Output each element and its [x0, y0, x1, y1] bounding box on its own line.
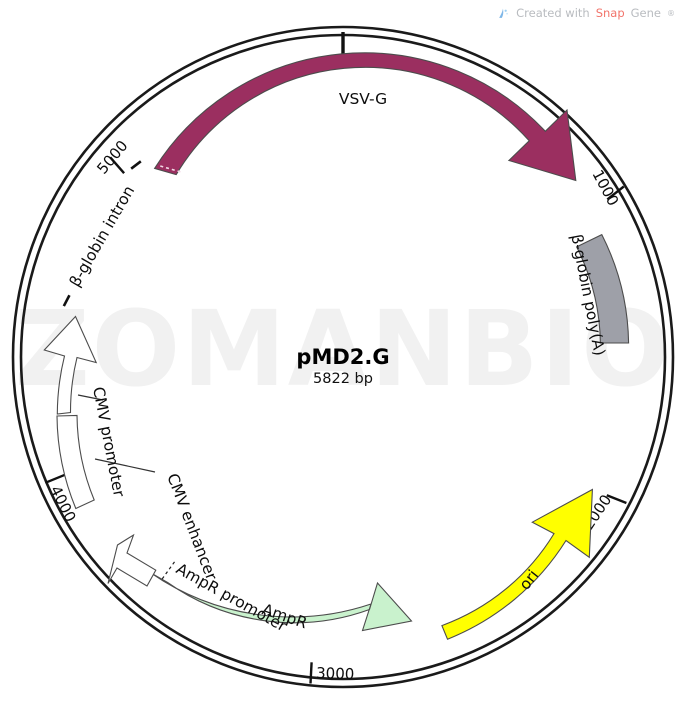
cmv-enhancer-leader-line — [94, 458, 156, 473]
feature-vsv-g[interactable]: VSV-G — [153, 52, 577, 182]
watermark-gene: Gene — [630, 6, 661, 20]
plasmid-name: pMD2.G — [296, 345, 389, 369]
plasmid-size: 5822 bp — [313, 371, 373, 387]
ampr-start-marker — [161, 560, 176, 580]
plasmid-center-labels: pMD2.G 5822 bp — [296, 345, 389, 387]
watermark-prefix: Created with — [516, 6, 590, 20]
ruler-tick-label: 5000 — [93, 137, 131, 178]
beta-globin-intron-start-tick — [62, 294, 71, 307]
beta-globin-intron-end-tick — [130, 160, 142, 170]
feature-ori[interactable]: ori — [441, 488, 593, 640]
ruler-tick-label: 3000 — [316, 664, 355, 683]
feature-beta-globin-intron[interactable]: β-globin intron — [62, 160, 142, 307]
snapgene-watermark: Created with Snap Gene ® — [497, 6, 675, 20]
ruler-tick-5000: 5000 — [93, 137, 131, 178]
snapgene-logo-icon — [497, 7, 510, 20]
cmv-promoter-leader-line — [77, 394, 104, 401]
feature-label-vsv-g: VSV-G — [339, 90, 387, 108]
feature-label-beta-globin-intron: β-globin intron — [66, 183, 138, 290]
watermark-snap: Snap — [595, 6, 625, 20]
ruler-tick-3000: 3000 — [309, 662, 355, 684]
watermark-registered-mark: ® — [667, 8, 675, 18]
company-watermark: ZOMANBIO — [14, 288, 671, 410]
feature-label-ampr-promoter: AmpR promoter — [173, 560, 290, 636]
vsv-g-start-marker — [160, 165, 183, 174]
